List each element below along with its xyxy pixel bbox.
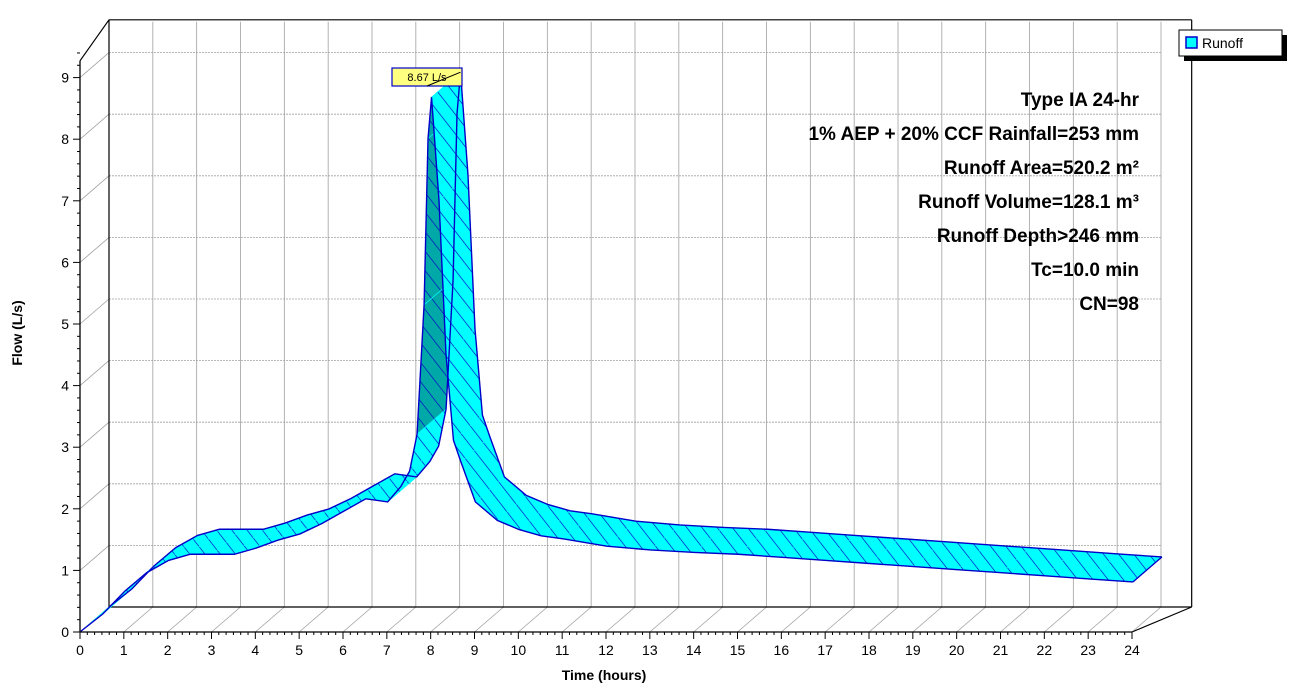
grid-floor-depth	[1087, 606, 1118, 633]
annotation-line: Runoff Volume=128.1 m³	[918, 192, 1139, 213]
grid-wall-depth	[79, 237, 110, 263]
grid-floor-depth	[561, 606, 592, 633]
x-tick-label: 9	[471, 642, 479, 658]
runoff-series	[80, 71, 1163, 632]
x-tick-label: 16	[774, 642, 790, 658]
runoff-back-edge	[109, 72, 1162, 607]
grid-wall-depth	[79, 421, 110, 448]
grid-floor-depth	[167, 606, 197, 633]
x-tick-label: 8	[427, 642, 435, 658]
peak-label-text: 8.67 L/s	[407, 72, 447, 84]
grid-floor-depth	[342, 606, 373, 633]
x-tick-label: 3	[208, 642, 216, 658]
x-tick-label: 17	[817, 642, 833, 658]
x-tick-label: 14	[686, 642, 702, 658]
x-tick-label: 23	[1080, 642, 1096, 658]
y-tick-label: 3	[61, 439, 69, 455]
grid-floor-depth	[649, 606, 680, 633]
peak-leader	[426, 71, 461, 87]
x-tick-label: 4	[251, 642, 259, 658]
grid-floor-depth	[912, 606, 943, 633]
grid-floor-depth	[518, 606, 548, 633]
grid-wall-depth	[79, 483, 110, 510]
grid-floor-depth	[1131, 606, 1162, 633]
annotation-line: CN=98	[1079, 294, 1139, 315]
y-tick-label: 5	[61, 316, 69, 332]
grid-floor-depth	[605, 606, 636, 633]
annotation-block: Type IA 24-hr 1% AEP + 20% CCF Rainfall=2…	[808, 90, 1139, 315]
grid-wall-depth	[79, 298, 110, 325]
x-tick-label: 21	[993, 642, 1009, 658]
annotation-line: Runoff Depth>246 mm	[937, 226, 1139, 247]
y-tick-label: 2	[61, 501, 69, 517]
grid-floor-depth	[474, 606, 504, 633]
y-tick-label: 6	[61, 254, 69, 270]
grid-floor-depth	[868, 606, 899, 633]
grid-floor-depth	[737, 606, 767, 633]
grid-wall-depth	[79, 545, 110, 571]
grid-floor-depth	[430, 606, 460, 633]
grid-floor-depth	[386, 606, 417, 633]
annotation-line: Tc=10.0 min	[1031, 260, 1139, 281]
legend-label-runoff: Runoff	[1202, 35, 1243, 51]
y-axis-title: Flow (L/s)	[9, 300, 25, 365]
runoff-front-edge	[80, 97, 1133, 632]
grid-floor-depth	[781, 606, 811, 633]
grid-floor-depth	[255, 606, 285, 633]
x-tick-label: 7	[383, 642, 391, 658]
x-tick-label: 2	[164, 642, 172, 658]
x-tick-label: 13	[642, 642, 658, 658]
y-tick-label: 4	[61, 378, 69, 394]
legend-swatch-runoff	[1185, 36, 1198, 49]
x-tick-label: 20	[949, 642, 965, 658]
grid-floor-depth	[211, 606, 241, 633]
x-tick-label: 11	[555, 642, 570, 658]
grid-wall-depth	[79, 360, 110, 386]
grid-floor-depth	[1044, 606, 1074, 633]
grid-floor-depth	[693, 606, 723, 633]
y-tick-label: 7	[61, 193, 69, 209]
x-tick-label: 1	[120, 642, 128, 658]
grid-wall-depth	[79, 113, 110, 140]
y-tick-label: 0	[61, 624, 69, 640]
runoff-end-cap	[1132, 556, 1163, 583]
right-floor-diagonal	[1131, 606, 1192, 633]
legend: Runoff	[1178, 29, 1287, 61]
x-tick-label: 15	[730, 642, 746, 658]
x-tick-label: 18	[861, 642, 877, 658]
top-left-diagonal	[79, 19, 110, 62]
runoff-band-segment	[321, 485, 374, 524]
grid-floor-depth	[824, 606, 855, 633]
x-tick-label: 5	[295, 642, 303, 658]
annotation-line: 1% AEP + 20% CCF Rainfall=253 mm	[808, 124, 1139, 145]
x-tick-label: 10	[511, 642, 527, 658]
y-tick-label: 1	[61, 562, 69, 578]
annotation-line: Type IA 24-hr	[1021, 90, 1140, 111]
axes: 0 1 2 3 4 5 6 7 8 9 10 11 12 13 14 15 16 17 18 19 20 21 22 23 24…	[61, 52, 1140, 658]
grid-floor-depth	[1000, 606, 1030, 633]
x-axis-title: Time (hours)	[562, 667, 647, 683]
annotation-line: Runoff Area=520.2 m²	[944, 158, 1139, 179]
y-tick-label: 9	[61, 70, 69, 86]
y-tick-label: 8	[61, 131, 69, 147]
x-tick-label: 24	[1124, 642, 1140, 658]
x-tick-label: 6	[339, 642, 347, 658]
grid-floor-depth	[123, 606, 154, 633]
plot-frame	[79, 19, 1193, 633]
grid-floor-depth	[298, 606, 329, 633]
x-tick-label: 22	[1037, 642, 1053, 658]
x-tick-label: 12	[598, 642, 614, 658]
peak-label: 8.67 L/s	[391, 67, 463, 87]
grid-wall-depth	[79, 52, 110, 78]
grid-floor-depth	[956, 606, 986, 633]
x-tick-label: 0	[76, 642, 84, 658]
x-tick-label: 19	[905, 642, 921, 658]
grid-wall-depth	[79, 175, 110, 202]
